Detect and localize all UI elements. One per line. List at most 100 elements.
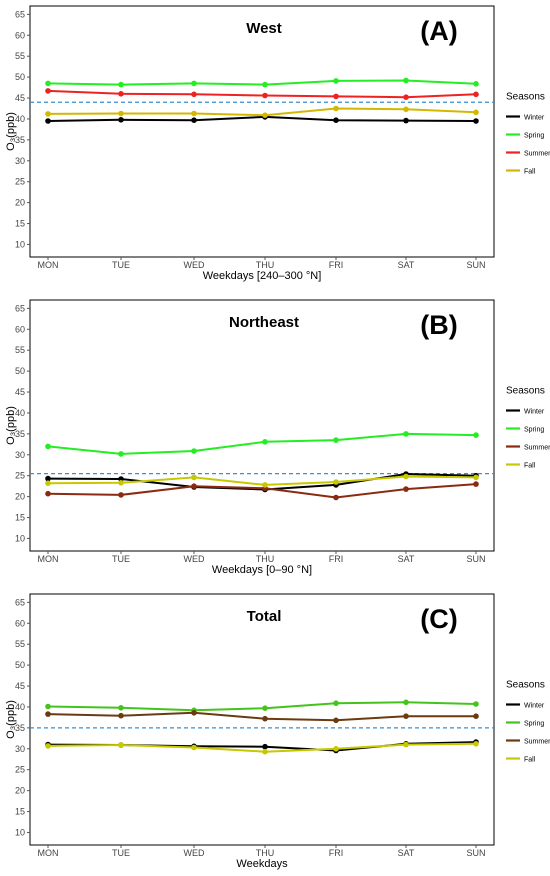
x-tick-label: SUN xyxy=(466,260,485,270)
data-point-spring xyxy=(45,443,51,450)
legend-label: Spring xyxy=(524,721,544,728)
x-tick-label: SUN xyxy=(466,848,485,858)
panel-letter: (C) xyxy=(420,604,457,634)
data-point-spring xyxy=(333,700,339,706)
x-tick-label: THU xyxy=(256,260,275,270)
data-point-fall xyxy=(45,480,51,487)
y-tick-label: 30 xyxy=(15,450,25,460)
x-tick-label: MON xyxy=(38,554,59,564)
data-point-winter xyxy=(262,743,268,750)
y-tick-label: 50 xyxy=(15,366,25,376)
data-point-summer xyxy=(333,93,339,100)
data-point-summer xyxy=(262,92,268,99)
data-point-summer xyxy=(403,486,409,492)
x-axis-label: Weekdays xyxy=(236,858,288,870)
legend-label: Summer xyxy=(524,151,550,158)
x-tick-label: TUE xyxy=(112,554,130,564)
y-tick-label: 20 xyxy=(15,786,25,796)
plot-frame xyxy=(29,5,495,258)
data-point-summer xyxy=(191,710,197,716)
data-point-winter xyxy=(403,117,409,124)
data-point-winter xyxy=(333,117,339,123)
x-tick-label: SUN xyxy=(466,554,485,564)
y-tick-label: 50 xyxy=(15,660,25,670)
data-point-summer xyxy=(473,713,479,719)
data-point-fall xyxy=(473,109,479,116)
data-point-spring xyxy=(473,432,479,438)
data-point-summer xyxy=(45,490,51,497)
data-point-summer xyxy=(473,481,479,487)
data-point-spring xyxy=(403,77,409,84)
y-tick-label: 35 xyxy=(15,429,25,439)
data-point-fall xyxy=(403,106,409,113)
x-tick-label: TUE xyxy=(112,260,130,270)
y-tick-label: 40 xyxy=(15,114,25,124)
y-tick-label: 35 xyxy=(15,135,25,145)
y-tick-label: 30 xyxy=(15,156,25,166)
data-point-summer xyxy=(118,492,124,498)
legend-label: Winter xyxy=(524,703,545,710)
x-tick-label: SAT xyxy=(398,260,415,270)
data-point-fall xyxy=(262,748,268,755)
panel-letter: (B) xyxy=(420,310,457,340)
data-point-spring xyxy=(118,451,124,457)
x-axis-label: Weekdays [0–90 °N] xyxy=(212,564,312,576)
panel-title: West xyxy=(246,20,282,37)
legend-label: Spring xyxy=(524,133,544,140)
legend-label: Winter xyxy=(524,409,545,416)
data-point-winter xyxy=(118,117,124,123)
data-point-summer xyxy=(473,91,479,98)
data-point-spring xyxy=(262,705,268,711)
x-tick-label: MON xyxy=(38,848,59,858)
data-point-fall xyxy=(118,110,124,117)
y-tick-label: 15 xyxy=(15,513,25,523)
panel-title: Northeast xyxy=(229,314,299,331)
legend-label: Summer xyxy=(524,739,550,746)
chart-panel-1: 10 15 20 25 30 35 40 45 50 55 60 65 MON TUE WED THU FRI S… xyxy=(5,5,550,282)
data-point-spring xyxy=(45,80,51,87)
y-tick-label: 65 xyxy=(15,303,25,313)
y-tick-label: 55 xyxy=(15,345,25,355)
data-point-fall xyxy=(118,480,124,486)
data-point-fall xyxy=(403,473,409,480)
data-point-spring xyxy=(473,701,479,707)
plot-frame xyxy=(29,593,495,846)
legend-title: Seasons xyxy=(506,680,545,691)
legend-label: Winter xyxy=(524,115,545,122)
y-tick-label: 10 xyxy=(15,239,25,249)
y-tick-label: 15 xyxy=(15,807,25,817)
data-point-summer xyxy=(403,713,409,719)
data-point-spring xyxy=(262,439,268,445)
data-point-spring xyxy=(403,431,409,437)
y-tick-label: 60 xyxy=(15,30,25,40)
data-point-fall xyxy=(45,743,51,749)
legend-title: Seasons xyxy=(506,386,545,397)
x-tick-label: THU xyxy=(256,848,275,858)
data-point-spring xyxy=(118,81,124,88)
legend-title: Seasons xyxy=(506,92,545,103)
y-tick-label: 65 xyxy=(15,597,25,607)
legend-label: Fall xyxy=(524,169,536,176)
y-tick-label: 10 xyxy=(15,827,25,837)
data-point-summer xyxy=(262,715,268,722)
x-tick-label: THU xyxy=(256,554,275,564)
data-point-summer xyxy=(191,91,197,98)
x-tick-label: FRI xyxy=(329,554,344,564)
x-tick-label: TUE xyxy=(112,848,130,858)
data-point-fall xyxy=(191,110,197,117)
data-point-spring xyxy=(403,699,409,706)
y-tick-label: 10 xyxy=(15,533,25,543)
data-point-fall xyxy=(333,105,339,112)
x-tick-label: WED xyxy=(184,554,205,564)
data-point-fall xyxy=(118,742,124,748)
y-tick-label: 55 xyxy=(15,639,25,649)
data-point-fall xyxy=(262,112,268,118)
plot-frame xyxy=(29,299,495,552)
data-point-summer xyxy=(403,94,409,100)
data-point-winter xyxy=(45,118,51,124)
y-tick-label: 45 xyxy=(15,387,25,397)
data-point-summer xyxy=(191,483,197,490)
data-point-summer xyxy=(333,494,339,501)
